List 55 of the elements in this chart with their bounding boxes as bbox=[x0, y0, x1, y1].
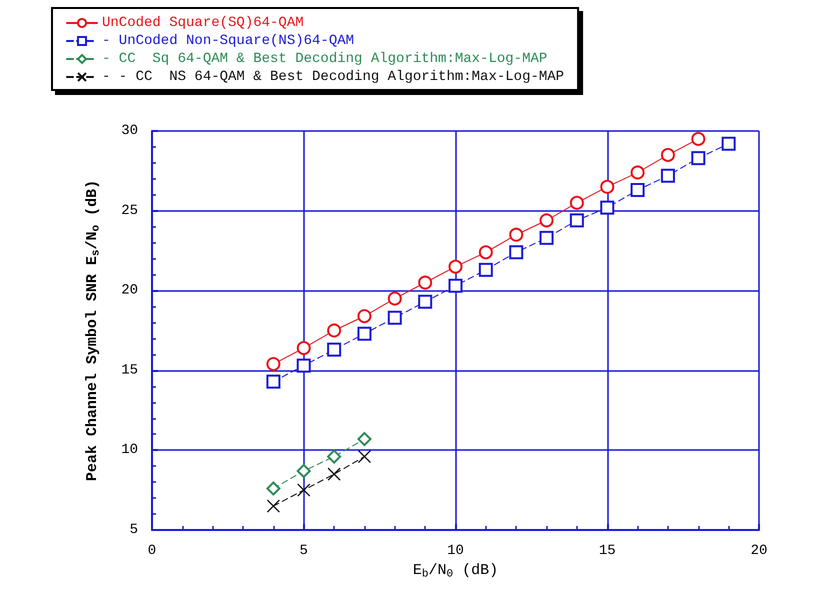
point bbox=[266, 482, 280, 496]
point bbox=[691, 132, 706, 146]
point bbox=[296, 464, 311, 478]
point bbox=[327, 450, 342, 464]
point bbox=[357, 432, 372, 446]
point bbox=[296, 341, 311, 356]
point bbox=[448, 260, 462, 274]
point bbox=[540, 213, 554, 228]
legend-label: - - CC NS 64-QAM & Best Decoding Algorithm:Max-Log-MAP bbox=[102, 69, 564, 85]
point bbox=[600, 200, 614, 215]
point bbox=[478, 262, 493, 277]
point bbox=[691, 151, 706, 166]
y-tick-label: 5 bbox=[130, 522, 138, 538]
x-tick-label: 15 bbox=[598, 543, 616, 559]
point bbox=[266, 499, 280, 513]
point bbox=[660, 148, 675, 162]
point bbox=[722, 136, 736, 151]
point bbox=[358, 450, 372, 464]
point bbox=[327, 467, 341, 481]
y-tick-label: 25 bbox=[121, 202, 138, 219]
point bbox=[509, 245, 524, 260]
x-tick-label: 10 bbox=[447, 543, 464, 559]
point bbox=[660, 168, 675, 183]
point bbox=[630, 183, 645, 198]
point bbox=[418, 294, 432, 309]
y-axis-title: Peak Channel Symbol SNR Es/No (dB) bbox=[84, 180, 102, 482]
x-tick-label: 5 bbox=[300, 543, 308, 559]
y-tick-label: 20 bbox=[121, 282, 138, 299]
y-tick-label: 30 bbox=[121, 123, 138, 139]
point bbox=[357, 309, 372, 324]
point bbox=[570, 213, 584, 228]
point bbox=[327, 324, 342, 338]
point bbox=[388, 292, 402, 306]
point bbox=[600, 180, 614, 194]
point bbox=[388, 310, 402, 325]
point bbox=[448, 278, 462, 293]
legend-label: - UnCoded Non-Square(NS)64-QAM bbox=[102, 33, 354, 49]
point bbox=[357, 326, 372, 341]
point bbox=[478, 245, 493, 260]
point bbox=[297, 483, 310, 497]
point bbox=[327, 342, 342, 357]
point bbox=[266, 357, 280, 372]
x-tick-label: 0 bbox=[148, 543, 156, 559]
point bbox=[540, 230, 554, 245]
point bbox=[509, 228, 524, 242]
point bbox=[570, 196, 584, 210]
point bbox=[266, 374, 280, 389]
point bbox=[630, 166, 645, 180]
y-tick-label: 15 bbox=[121, 362, 138, 378]
y-tick-label: 10 bbox=[121, 442, 138, 458]
legend-label: - CC Sq 64-QAM & Best Decoding Algorithm:Max-Log-MAP bbox=[102, 51, 548, 67]
point bbox=[296, 358, 311, 373]
point bbox=[418, 276, 432, 290]
legend-label: UnCoded Square(SQ)64-QAM bbox=[102, 15, 304, 31]
x-tick-label: 20 bbox=[750, 543, 768, 559]
